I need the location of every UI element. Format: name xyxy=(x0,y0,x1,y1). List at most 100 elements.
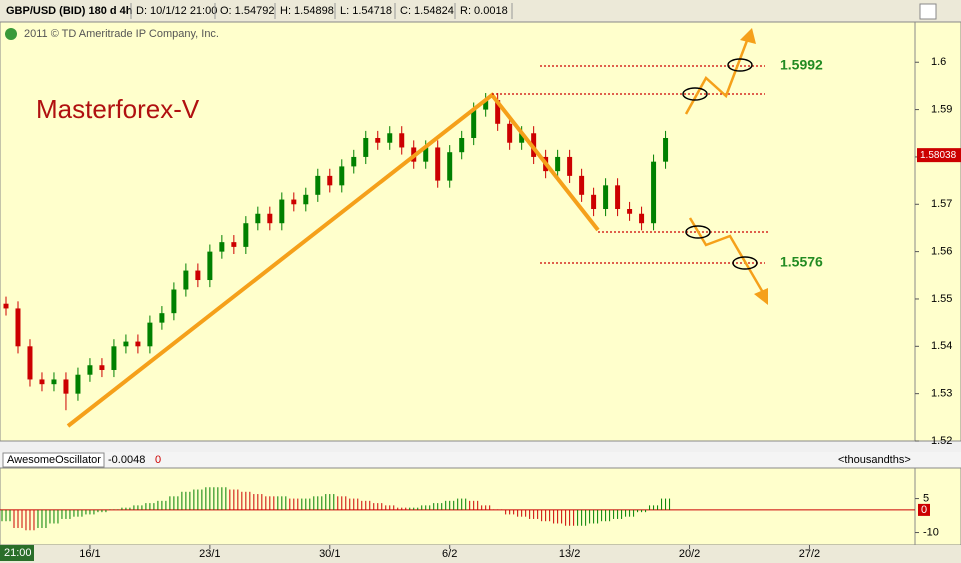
bar-date: D: 10/1/12 21:00 xyxy=(136,5,217,17)
candle-body xyxy=(195,270,201,281)
breakout-levels xyxy=(492,93,768,233)
candle-body xyxy=(39,379,45,385)
scenario-arrows xyxy=(684,37,767,297)
x-tick-label: 23/1 xyxy=(199,548,220,560)
chart-title: Masterforex-V xyxy=(36,94,200,124)
candle-body xyxy=(111,346,117,370)
x-tick-label: 13/2 xyxy=(559,548,580,560)
candle-body xyxy=(555,156,561,172)
candle-body xyxy=(303,194,309,205)
symbol: GBP/USD (BID) 180 d 4h xyxy=(6,5,133,17)
candle-body xyxy=(603,185,609,210)
candle-body xyxy=(243,223,249,247)
target-label: 1.5576 xyxy=(780,254,823,270)
candle-body xyxy=(99,365,105,370)
cursor-time: 21:00 xyxy=(4,547,32,559)
candle-body xyxy=(363,137,369,157)
x-tick-label: 20/2 xyxy=(679,548,700,560)
last-price-label: 1.58038 xyxy=(920,150,957,161)
bar-range: R: 0.0018 xyxy=(460,5,508,17)
indicator-button[interactable] xyxy=(2,452,105,468)
y-tick-label: 1.59 xyxy=(931,103,952,115)
price-panel xyxy=(0,21,916,442)
y-tick-label: 1.55 xyxy=(931,293,952,305)
x-axis: 16/1 23/1 30/1 6/2 13/2 20/2 27/2 xyxy=(79,545,820,560)
candle-body xyxy=(27,346,33,380)
y-tick-label: 1.54 xyxy=(931,340,952,352)
candle-body xyxy=(507,123,513,143)
time-axis xyxy=(0,545,961,563)
copyright: 2011 © TD Ameritrade IP Company, Inc. xyxy=(24,28,219,40)
candle-body xyxy=(123,341,129,347)
candle-body xyxy=(615,185,621,210)
arrow-heads xyxy=(740,28,768,305)
candle-body xyxy=(219,242,225,252)
bar-open: O: 1.54792 xyxy=(220,5,274,17)
breakout-marks xyxy=(682,58,758,270)
last-price-box xyxy=(917,148,961,163)
candle-body xyxy=(279,199,285,224)
candle-body xyxy=(87,365,93,375)
candle-body xyxy=(375,137,381,143)
candle-body xyxy=(63,379,69,394)
candle-body xyxy=(567,156,573,176)
target-label: 1.5992 xyxy=(780,57,823,73)
settings-button[interactable] xyxy=(919,3,937,20)
x-tick-label: 16/1 xyxy=(79,548,100,560)
x-tick-label: 27/2 xyxy=(799,548,820,560)
candle-body xyxy=(579,175,585,195)
candle-body xyxy=(291,199,297,205)
candle-body xyxy=(519,133,525,143)
oscillator-value: -0.0048 xyxy=(108,454,145,466)
oscillator-header xyxy=(0,452,961,468)
candle-body xyxy=(663,137,669,162)
price-plot: 1.521.531.541.551.561.571.581.591.61.599… xyxy=(3,56,961,447)
candle-body xyxy=(183,270,189,290)
x-tick-label: 6/2 xyxy=(442,548,457,560)
trend-lines xyxy=(66,92,600,428)
candle-body xyxy=(207,251,213,281)
candle-body xyxy=(315,175,321,195)
candle-body xyxy=(327,175,333,186)
candle-body xyxy=(51,379,57,385)
candle-body xyxy=(591,194,597,210)
candle-body xyxy=(459,137,465,153)
price-axis xyxy=(914,21,961,442)
oscillator-plot: 50 -10 xyxy=(0,487,939,538)
candle-body xyxy=(135,341,141,347)
bar-low: L: 1.54718 xyxy=(340,5,392,17)
bar-high: H: 1.54898 xyxy=(280,5,334,17)
candle-body xyxy=(483,100,489,110)
candle-body xyxy=(231,242,237,247)
y-tick-label: 1.57 xyxy=(931,198,952,210)
oscillator-marker: 0 xyxy=(155,454,161,466)
y-tick-label: 1.52 xyxy=(931,435,952,447)
y-tick-label: 1.6 xyxy=(931,56,946,68)
y-tick-label: 0 xyxy=(921,504,927,516)
candle-body xyxy=(495,100,501,124)
candle-body xyxy=(147,322,153,347)
y-tick-label: 5 xyxy=(923,492,929,504)
candle-body xyxy=(399,133,405,148)
candle-body xyxy=(3,303,9,309)
candle-body xyxy=(423,147,429,162)
candle-body xyxy=(471,109,477,138)
y-tick-label: 1.56 xyxy=(931,246,952,258)
candle-body xyxy=(387,133,393,143)
zero-box xyxy=(918,503,930,516)
oscillator-units: <thousandths> xyxy=(838,454,911,466)
candle-body xyxy=(639,213,645,224)
candle-body xyxy=(75,374,81,394)
candle-body xyxy=(351,156,357,167)
candle-body xyxy=(255,213,261,224)
toolbar xyxy=(0,0,961,22)
candle-body xyxy=(447,152,453,181)
x-tick-label: 30/1 xyxy=(319,548,340,560)
candle-body xyxy=(171,289,177,314)
candle-body xyxy=(435,147,441,181)
info-icon[interactable] xyxy=(5,28,17,40)
y-tick-label: 1.53 xyxy=(931,388,952,400)
cursor-time-box xyxy=(0,545,34,561)
bar-close: C: 1.54824 xyxy=(400,5,454,17)
